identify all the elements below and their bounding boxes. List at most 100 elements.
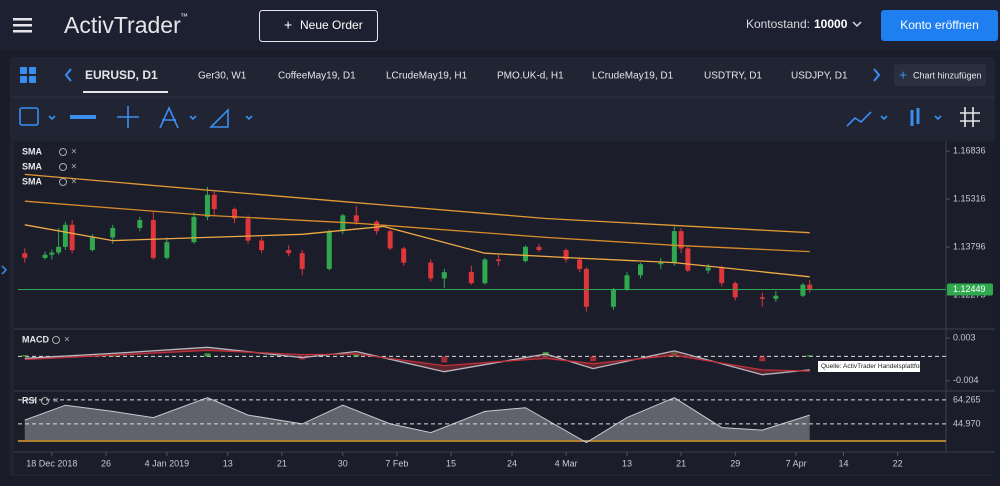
legend-close[interactable]: × [71, 162, 77, 173]
candle-body [638, 264, 644, 276]
candle-body [807, 284, 813, 290]
histogram-bar [590, 356, 597, 362]
top-bar [0, 0, 1000, 50]
dropdown[interactable] [852, 21, 862, 28]
macd-line [24, 346, 810, 376]
x-tick-label: 21 [277, 458, 287, 468]
tab[interactable]: PMO.UK-d, H1 [497, 71, 564, 82]
balance-label: Kontostand: [746, 17, 810, 31]
candle-body [204, 194, 210, 217]
dropdown[interactable] [48, 115, 56, 121]
candle-body [353, 215, 359, 222]
candle-body [583, 268, 589, 307]
tab[interactable]: USDJPY, D1 [791, 71, 848, 82]
candle-body [468, 272, 474, 284]
candle-body [482, 259, 488, 284]
histogram-bar [806, 355, 813, 357]
indicator-tool[interactable] [846, 111, 872, 127]
tabs-prev[interactable] [64, 68, 72, 82]
candle-body [245, 218, 251, 241]
trademark: ™ [180, 12, 188, 21]
sma-line [24, 224, 810, 278]
indicator-label: RSI [22, 395, 37, 405]
x-tick-label: 15 [446, 458, 456, 468]
candle-body [773, 295, 779, 299]
tab[interactable]: Ger30, W1 [198, 71, 247, 82]
sma-line [24, 200, 810, 253]
candle-body [563, 250, 569, 260]
indicator-settings[interactable] [41, 397, 49, 405]
candle-body [387, 231, 393, 249]
dropdown[interactable] [880, 115, 888, 121]
legend-settings[interactable] [59, 178, 67, 186]
x-tick-label: 7 Apr [786, 458, 807, 468]
candle-body [137, 220, 143, 228]
crosshair-tool[interactable] [117, 106, 139, 128]
candle-body [62, 224, 68, 247]
menu-icon[interactable] [13, 18, 32, 33]
candle-body [211, 194, 217, 210]
fib-tool[interactable] [159, 106, 179, 129]
new-order-label: Neue Order [300, 18, 363, 32]
add-chart-button[interactable] [894, 64, 986, 86]
balance: 10000 [814, 17, 848, 31]
x-tick-label: 14 [838, 458, 848, 468]
source-note: Quelle: ActivTrader Handelsplattform [821, 363, 927, 370]
candle-body [577, 259, 583, 269]
candle-body [428, 262, 434, 279]
side-toggle[interactable] [1, 265, 8, 275]
x-tick-label: 13 [223, 458, 233, 468]
legend-close[interactable]: × [71, 177, 77, 188]
active-tab-underline [83, 91, 168, 93]
new-order-button[interactable] [259, 10, 378, 42]
legend-settings[interactable] [59, 163, 67, 171]
tab[interactable]: LCrudeMay19, H1 [386, 71, 468, 82]
calendar-tool[interactable] [19, 107, 39, 126]
indicator-label: MACD [22, 334, 49, 344]
candle-body [401, 248, 407, 263]
candle-body [624, 275, 630, 290]
tab[interactable]: CoffeeMay19, D1 [278, 71, 356, 82]
dropdown[interactable] [934, 115, 942, 121]
candle-body [705, 267, 711, 271]
layout-icon[interactable] [20, 67, 36, 83]
candle-body [164, 242, 170, 258]
dropdown[interactable] [189, 115, 197, 121]
shape-tool[interactable] [209, 108, 229, 128]
legend-label: SMA [22, 146, 43, 156]
x-tick-label: 21 [676, 458, 686, 468]
indicator-close[interactable]: × [53, 396, 59, 407]
legend-label: SMA [22, 161, 43, 171]
candle-body [800, 284, 806, 296]
histogram-bar [441, 356, 448, 363]
legend-settings[interactable] [59, 148, 67, 156]
tab[interactable]: USDTRY, D1 [704, 71, 762, 82]
dropdown[interactable] [245, 115, 253, 121]
candle-body [110, 227, 116, 238]
legend-close[interactable]: × [71, 147, 77, 158]
tab[interactable]: LCrudeMay19, D1 [592, 71, 674, 82]
candle-body [610, 289, 616, 307]
grid-tool[interactable] [960, 107, 980, 127]
candle-body [299, 253, 305, 269]
x-tick-label: 7 Feb [385, 458, 408, 468]
candle-body [732, 283, 738, 298]
legend-label: SMA [22, 176, 43, 186]
histogram-bar [204, 353, 211, 357]
tab[interactable]: EURUSD, D1 [85, 68, 158, 82]
indicator-close[interactable]: × [64, 335, 70, 346]
candle-body [340, 215, 346, 232]
rsi-line [24, 397, 810, 444]
candle-body [69, 224, 75, 251]
tabs-next[interactable] [873, 68, 881, 82]
candle-body [374, 221, 380, 232]
indicator-settings[interactable] [52, 336, 60, 344]
x-tick-label: 24 [507, 458, 517, 468]
candle-body [536, 246, 542, 251]
y-tick-label: 44.970 [953, 418, 981, 428]
candle-body [286, 250, 292, 254]
chart-type-tool[interactable] [910, 108, 920, 126]
open-account-button[interactable] [881, 10, 998, 41]
